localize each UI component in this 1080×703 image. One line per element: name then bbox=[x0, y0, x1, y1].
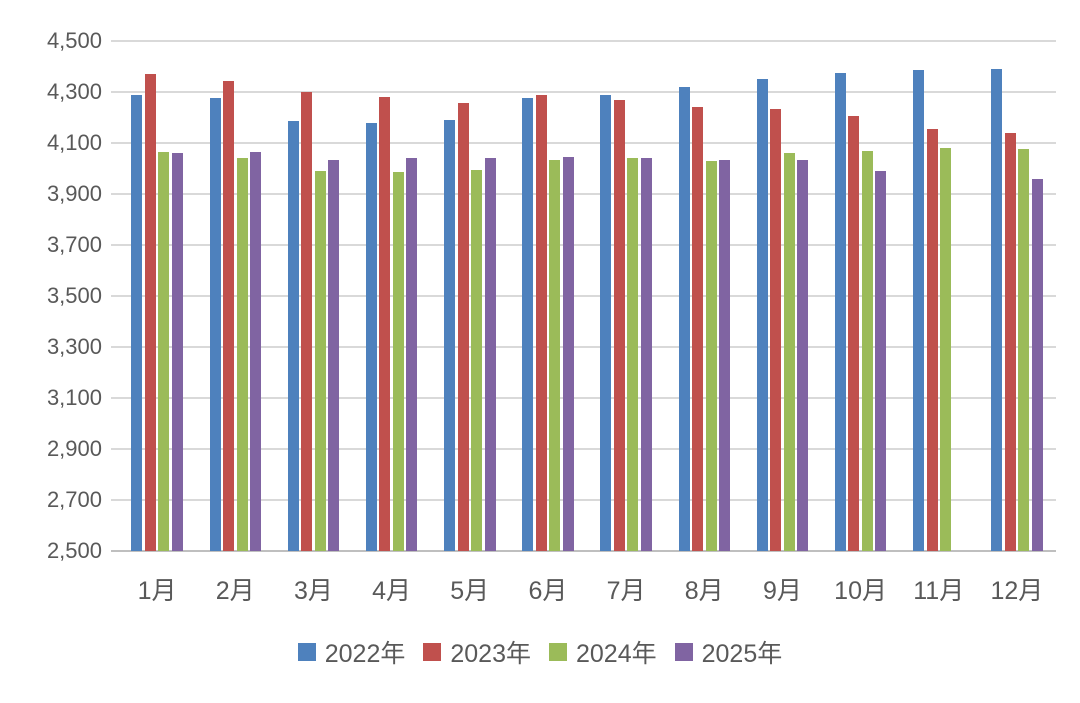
y-axis-tick-label: 2,900 bbox=[46, 436, 102, 461]
bar-2022年-4月 bbox=[365, 122, 377, 551]
legend-label: 2024年 bbox=[576, 640, 657, 668]
bar-2023年-12月 bbox=[1004, 132, 1016, 551]
bar-2024年-5月 bbox=[471, 169, 482, 551]
bar-2022年-7月 bbox=[600, 94, 612, 551]
gridline bbox=[111, 244, 1056, 246]
bar-2023年-1月 bbox=[144, 74, 156, 551]
bar-2024年-10月 bbox=[861, 150, 873, 551]
bar-2024年-4月 bbox=[392, 172, 404, 551]
bar-2023年-2月 bbox=[223, 80, 234, 551]
legend-swatch-icon bbox=[674, 643, 693, 661]
gridline bbox=[111, 91, 1056, 93]
gridline bbox=[111, 295, 1056, 297]
bar-2024年-1月 bbox=[158, 151, 170, 551]
bar-2024年-2月 bbox=[236, 158, 248, 551]
bar-2025年-12月 bbox=[1031, 178, 1043, 551]
x-axis-label: 5月 bbox=[450, 577, 490, 605]
legend-label: 2022年 bbox=[324, 640, 406, 668]
bar-2025年-6月 bbox=[562, 157, 574, 551]
y-axis-tick-label: 3,700 bbox=[46, 232, 102, 257]
bar-2025年-4月 bbox=[406, 158, 418, 551]
y-axis-tick-label: 4,300 bbox=[46, 79, 102, 104]
x-axis-label: 8月 bbox=[684, 577, 724, 605]
x-axis-label: 11月 bbox=[913, 577, 965, 605]
bar-2025年-2月 bbox=[250, 151, 261, 551]
x-axis-label: 4月 bbox=[372, 577, 412, 605]
bar-2022年-6月 bbox=[522, 98, 534, 551]
bar-2022年-1月 bbox=[131, 94, 143, 551]
bar-2023年-11月 bbox=[926, 128, 938, 551]
legend-item-2023年: 2023年 bbox=[423, 634, 531, 670]
y-axis-tick-label: 3,900 bbox=[46, 181, 102, 206]
legend-label: 2023年 bbox=[450, 640, 531, 668]
bar-2022年-3月 bbox=[287, 121, 299, 551]
gridline bbox=[111, 193, 1056, 195]
bar-2024年-9月 bbox=[783, 153, 795, 551]
bar-2022年-2月 bbox=[209, 98, 221, 551]
bar-2025年-7月 bbox=[640, 158, 652, 551]
gridline bbox=[111, 448, 1056, 450]
bar-2023年-4月 bbox=[379, 97, 391, 551]
bar-2022年-8月 bbox=[678, 86, 690, 551]
x-axis-label: 12月 bbox=[990, 577, 1044, 605]
y-axis-tick-label: 3,300 bbox=[46, 334, 102, 359]
bar-2023年-10月 bbox=[848, 116, 860, 551]
x-axis-label: 10月 bbox=[834, 577, 887, 605]
bar-2023年-8月 bbox=[692, 107, 703, 551]
gridline bbox=[111, 499, 1056, 501]
bar-2022年-11月 bbox=[913, 70, 924, 551]
bar-2024年-11月 bbox=[940, 148, 951, 551]
legend-swatch-icon bbox=[549, 643, 567, 661]
legend-swatch-icon bbox=[297, 643, 316, 661]
y-axis-tick-label: 4,500 bbox=[46, 28, 102, 53]
bar-2022年-9月 bbox=[756, 79, 768, 551]
bar-2022年-12月 bbox=[991, 69, 1003, 551]
gridline bbox=[111, 40, 1056, 42]
y-axis-tick-label: 2,700 bbox=[46, 487, 102, 512]
bar-2023年-7月 bbox=[613, 99, 625, 551]
bar-2025年-10月 bbox=[875, 171, 887, 551]
legend-item-2025年: 2025年 bbox=[674, 634, 783, 670]
legend: 2022年 2023年 2024年 2025年 bbox=[0, 634, 1080, 670]
x-axis-line bbox=[111, 550, 1056, 552]
bar-2022年-5月 bbox=[444, 120, 455, 551]
bar-2025年-1月 bbox=[171, 153, 183, 551]
bar-2025年-8月 bbox=[719, 159, 730, 551]
legend-item-2022年: 2022年 bbox=[297, 634, 406, 670]
bar-2023年-3月 bbox=[301, 92, 313, 551]
y-axis-tick-label: 3,500 bbox=[46, 283, 102, 308]
gridline bbox=[111, 346, 1056, 348]
bar-2024年-7月 bbox=[627, 158, 639, 551]
bar-2023年-9月 bbox=[770, 108, 782, 551]
bar-2025年-9月 bbox=[797, 159, 809, 551]
bar-2024年-12月 bbox=[1018, 149, 1030, 551]
bar-2023年-6月 bbox=[535, 94, 547, 551]
bar-2024年-8月 bbox=[705, 160, 717, 551]
x-axis-label: 3月 bbox=[293, 577, 333, 605]
bar-2022年-10月 bbox=[834, 72, 846, 551]
bar-2025年-5月 bbox=[484, 158, 496, 551]
y-axis-tick-label: 2,500 bbox=[46, 538, 102, 563]
legend-swatch-icon bbox=[423, 643, 442, 661]
y-axis-tick-label: 3,100 bbox=[46, 385, 102, 410]
bar-2023年-5月 bbox=[457, 103, 469, 551]
legend-label: 2025年 bbox=[701, 640, 783, 668]
x-axis-label: 9月 bbox=[762, 577, 802, 605]
x-axis-label: 6月 bbox=[528, 577, 568, 605]
y-axis-tick-label: 4,100 bbox=[46, 130, 102, 155]
x-axis-label: 1月 bbox=[137, 577, 177, 605]
bar-2024年-6月 bbox=[549, 159, 561, 551]
gridline bbox=[111, 397, 1056, 399]
bar-2024年-3月 bbox=[314, 171, 326, 551]
x-axis-label: 7月 bbox=[606, 577, 646, 605]
x-axis-label: 2月 bbox=[215, 577, 255, 605]
legend-item-2024年: 2024年 bbox=[549, 634, 657, 670]
gridline bbox=[111, 142, 1056, 144]
bar-2025年-3月 bbox=[328, 159, 340, 551]
